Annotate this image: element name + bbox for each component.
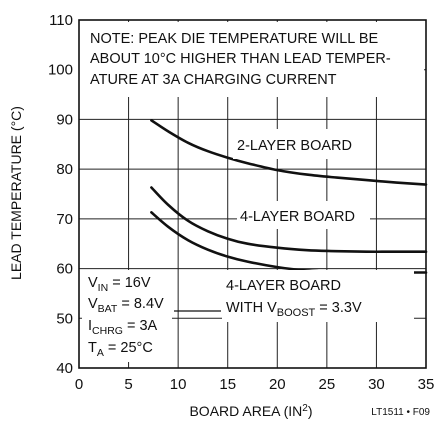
condition-vbat: VBAT = 8.4V — [88, 296, 164, 315]
note-background — [79, 22, 424, 97]
x-tick-label: 5 — [124, 376, 132, 393]
y-tick-label: 100 — [48, 62, 73, 79]
condition-ichrg: ICHRG = 3A — [88, 318, 158, 337]
x-tick-label: 10 — [170, 376, 187, 393]
two-layer-label: 2-LAYER BOARD — [237, 138, 352, 154]
boost-label-background — [222, 270, 414, 322]
condition-ta: TA = 25°C — [88, 340, 153, 359]
x-tick-label: 35 — [418, 376, 435, 393]
note-line-1: NOTE: PEAK DIE TEMPERATURE WILL BE — [90, 31, 379, 47]
four-layer-curve — [150, 186, 428, 254]
two-layer-label-background — [233, 129, 370, 159]
boost-label-subscript: BOOST — [277, 307, 316, 319]
x-tick-labels: 0 5 10 15 20 25 30 35 — [75, 376, 435, 393]
boost-label-prefix: WITH V — [226, 300, 277, 316]
note-line-3: ATURE AT 3A CHARGING CURRENT — [90, 72, 337, 88]
y-tick-label: 80 — [56, 161, 73, 178]
x-tick-label: 15 — [219, 376, 236, 393]
x-tick-label: 25 — [319, 376, 336, 393]
y-tick-label: 110 — [49, 12, 73, 29]
figure-id: LT1511 • F09 — [371, 407, 430, 418]
x-axis-title: BOARD AREA (IN2) — [189, 403, 312, 419]
x-tick-label: 30 — [368, 376, 385, 393]
four-layer-label-background — [237, 201, 370, 229]
boost-label-line-2: WITH VBOOST = 3.3V — [226, 300, 362, 319]
plot-frame — [78, 19, 427, 369]
x-tick-label: 20 — [269, 376, 286, 393]
y-tick-labels: 40 50 60 70 80 90 100 110 — [48, 12, 73, 377]
x-tick-label: 0 — [75, 376, 83, 393]
conditions-background — [82, 270, 172, 362]
note-line-2: ABOUT 10°C HIGHER THAN LEAD TEMPER- — [90, 51, 391, 67]
y-axis-title: LEAD TEMPERATURE (°C) — [8, 106, 24, 280]
y-tick-label: 70 — [56, 211, 73, 228]
two-layer-curve — [150, 119, 428, 186]
y-tick-label: 40 — [56, 360, 73, 377]
boost-label-value: = 3.3V — [315, 300, 362, 316]
boost-label-line-1: 4-LAYER BOARD — [226, 278, 341, 294]
condition-vin: VIN = 16V — [88, 275, 151, 294]
y-tick-label: 50 — [56, 310, 73, 327]
y-tick-label: 90 — [56, 111, 73, 128]
y-tick-label: 60 — [56, 261, 73, 278]
four-layer-label: 4-LAYER BOARD — [240, 209, 355, 225]
